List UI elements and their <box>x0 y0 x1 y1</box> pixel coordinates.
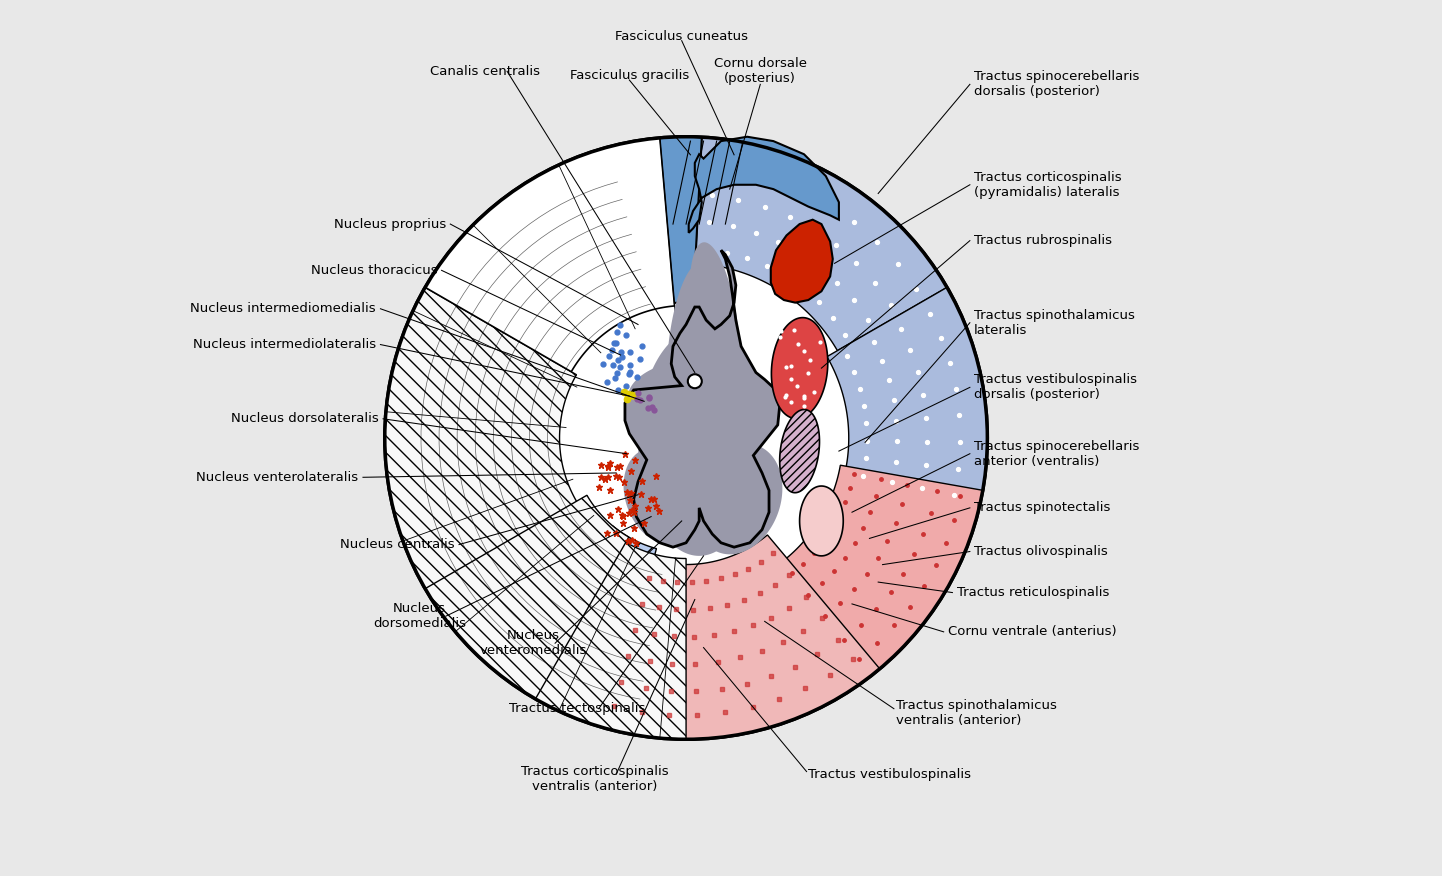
Text: Tractus spinothalamicus
lateralis: Tractus spinothalamicus lateralis <box>975 308 1135 336</box>
Text: Tractus spinothalamicus
ventralis (anterior): Tractus spinothalamicus ventralis (anter… <box>895 699 1057 727</box>
Polygon shape <box>668 264 711 411</box>
Polygon shape <box>695 138 947 350</box>
Circle shape <box>385 137 988 739</box>
Polygon shape <box>771 220 833 302</box>
Polygon shape <box>583 535 880 739</box>
Polygon shape <box>771 318 828 419</box>
Polygon shape <box>456 515 686 739</box>
Text: Tractus reticulospinalis: Tractus reticulospinalis <box>957 586 1109 599</box>
Text: Tractus rubrospinalis: Tractus rubrospinalis <box>975 234 1112 247</box>
Text: Tractus spinocerebellaris
anterior (ventralis): Tractus spinocerebellaris anterior (vent… <box>975 440 1139 468</box>
Text: Nucleus thoracicus: Nucleus thoracicus <box>310 264 437 277</box>
Polygon shape <box>627 359 771 438</box>
Text: Nucleus centralis: Nucleus centralis <box>340 538 454 551</box>
Text: Tractus tectospinalis: Tractus tectospinalis <box>509 703 645 715</box>
Text: Nucleus dorsolateralis: Nucleus dorsolateralis <box>231 413 379 425</box>
Polygon shape <box>385 287 590 632</box>
Text: Fasciculus gracilis: Fasciculus gracilis <box>570 69 689 82</box>
Polygon shape <box>826 287 988 516</box>
Text: Nucleus
venteromedialis: Nucleus venteromedialis <box>480 629 587 657</box>
Text: Cornu dorsale
(posterius): Cornu dorsale (posterius) <box>714 57 806 85</box>
Polygon shape <box>800 486 844 556</box>
Polygon shape <box>637 328 760 556</box>
Text: Canalis centralis: Canalis centralis <box>430 65 541 78</box>
Text: Nucleus
dorsomedialis: Nucleus dorsomedialis <box>373 602 466 630</box>
Text: Tractus vestibulospinalis
dorsalis (posterior): Tractus vestibulospinalis dorsalis (post… <box>975 373 1138 401</box>
Polygon shape <box>456 137 702 351</box>
Text: Nucleus proprius: Nucleus proprius <box>333 217 446 230</box>
Text: Nucleus intermediomedialis: Nucleus intermediomedialis <box>190 302 376 315</box>
Text: Nucleus venterolateralis: Nucleus venterolateralis <box>196 470 359 484</box>
Text: Tractus spinocerebellaris
dorsalis (posterior): Tractus spinocerebellaris dorsalis (post… <box>975 70 1139 98</box>
Text: Tractus corticospinalis
(pyramidalis) lateralis: Tractus corticospinalis (pyramidalis) la… <box>975 171 1122 199</box>
Text: Nucleus intermediolateralis: Nucleus intermediolateralis <box>193 338 376 351</box>
Polygon shape <box>425 495 629 699</box>
Polygon shape <box>425 138 675 371</box>
Polygon shape <box>695 444 783 555</box>
Polygon shape <box>624 251 780 548</box>
Polygon shape <box>776 465 983 685</box>
Text: Cornu ventrale (anterius): Cornu ventrale (anterius) <box>947 625 1116 639</box>
Polygon shape <box>689 137 839 233</box>
Text: Tractus spinotectalis: Tractus spinotectalis <box>975 501 1110 514</box>
Polygon shape <box>689 243 740 406</box>
Text: Tractus vestibulospinalis: Tractus vestibulospinalis <box>809 767 972 781</box>
Text: Tractus olivospinalis: Tractus olivospinalis <box>975 545 1107 558</box>
Polygon shape <box>623 448 701 546</box>
Polygon shape <box>492 526 656 729</box>
Text: Tractus corticospinalis
ventralis (anterior): Tractus corticospinalis ventralis (anter… <box>521 765 668 793</box>
Circle shape <box>688 374 702 388</box>
Text: Fasciculus cuneatus: Fasciculus cuneatus <box>616 30 748 43</box>
Polygon shape <box>780 409 819 492</box>
